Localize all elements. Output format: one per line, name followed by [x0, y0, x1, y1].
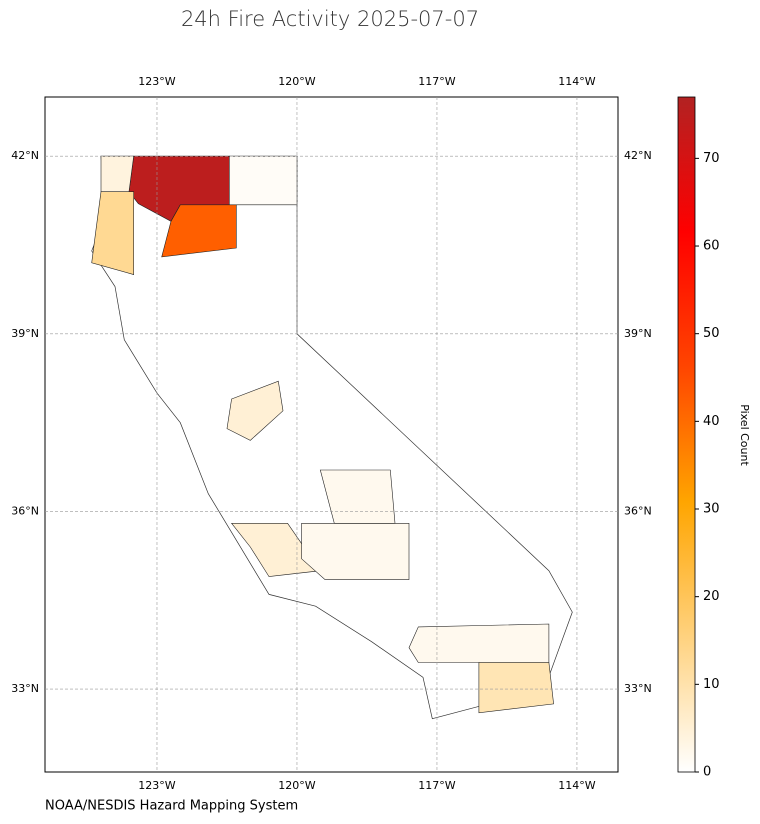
region [478, 662, 554, 714]
x-tick-label: 120°W [278, 779, 315, 792]
x-tick-label: 120°W [278, 75, 315, 88]
colorbar-tick-label: 50 [703, 326, 720, 341]
y-tick-label: 33°N [11, 682, 39, 695]
map-title: 24h Fire Activity 2025-07-07 [181, 7, 479, 31]
x-tick-label: 117°W [418, 779, 455, 792]
map-layer [91, 155, 573, 720]
colorbar-tick-label: 0 [703, 765, 711, 780]
region [408, 623, 550, 663]
y-tick-label: 42°N [11, 149, 39, 162]
colorbar-tick-label: 60 [703, 239, 720, 254]
x-tick-label: 117°W [418, 75, 455, 88]
y-tick-label: 42°N [624, 149, 652, 162]
colorbar-tick-label: 20 [703, 589, 720, 604]
region [319, 469, 396, 524]
y-tick-label: 36°N [624, 504, 652, 517]
y-tick-label: 39°N [624, 327, 652, 340]
map-frame [44, 96, 619, 773]
x-tick-label: 123°W [138, 75, 175, 88]
colorbar-tick-label: 70 [703, 151, 720, 166]
x-tick-label: 114°W [558, 75, 595, 88]
region [161, 204, 237, 258]
source-note: NOAA/NESDIS Hazard Mapping System [45, 799, 298, 814]
region [91, 191, 134, 275]
region [229, 155, 298, 206]
y-tick-label: 36°N [11, 504, 39, 517]
colorbar-label: Pixel Count [738, 404, 751, 466]
y-tick-label: 33°N [624, 682, 652, 695]
y-tick-label: 39°N [11, 327, 39, 340]
region [230, 522, 321, 577]
state-outline [91, 155, 573, 720]
region [226, 380, 284, 441]
colorbar-tick-label: 40 [703, 414, 720, 429]
region [301, 522, 410, 580]
region [100, 155, 135, 192]
colorbar [677, 96, 696, 773]
colorbar-tick-label: 10 [703, 677, 720, 692]
x-tick-label: 114°W [558, 779, 595, 792]
x-tick-label: 123°W [138, 779, 175, 792]
colorbar-tick-label: 30 [703, 502, 720, 517]
